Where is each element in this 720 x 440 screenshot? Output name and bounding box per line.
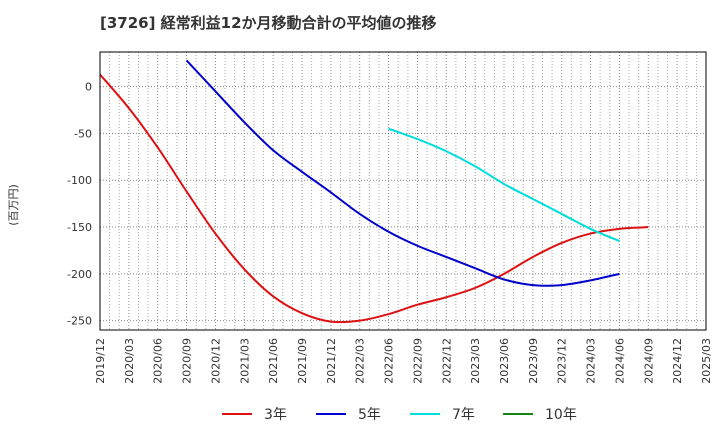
x-tick-label: 2022/06 <box>383 338 396 384</box>
x-tick-label: 2024/09 <box>642 338 655 384</box>
series-lines <box>99 59 649 324</box>
x-tick-label: 2020/12 <box>209 338 222 384</box>
grid <box>99 52 707 330</box>
y-tick-label: -150 <box>67 221 92 234</box>
x-tick-label: 2023/09 <box>527 338 540 384</box>
y-axis-label: (百万円) <box>7 184 20 226</box>
x-tick-label: 2020/03 <box>123 338 136 384</box>
y-tick-label: -250 <box>67 315 92 328</box>
legend-label: 5年 <box>358 407 381 423</box>
y-tick-label: 0 <box>85 81 92 94</box>
x-tick-label: 2021/03 <box>238 338 251 384</box>
plot-frame <box>99 51 707 331</box>
x-tick-label: 2021/09 <box>296 338 309 384</box>
legend-label: 3年 <box>264 407 287 423</box>
series-line-7年 <box>388 127 620 242</box>
x-tick-label: 2022/09 <box>411 338 424 384</box>
x-tick-label: 2023/12 <box>556 338 569 384</box>
x-tick-label: 2022/03 <box>354 338 367 384</box>
x-tick-label: 2020/06 <box>152 338 165 384</box>
x-tick-label: 2019/12 <box>94 338 107 384</box>
chart-title: [3726] 経常利益12か月移動合計の平均値の推移 <box>100 14 437 32</box>
y-tick-label: -100 <box>67 174 92 187</box>
legend-label: 10年 <box>545 407 577 423</box>
series-line-5年 <box>185 59 620 287</box>
x-tick-label: 2024/12 <box>671 338 684 384</box>
series-line-3年 <box>99 73 649 324</box>
x-tick-label: 2024/06 <box>613 338 626 384</box>
x-tick-label: 2021/12 <box>325 338 338 384</box>
x-tick-label: 2021/06 <box>267 338 280 384</box>
x-tick-label: 2020/09 <box>181 338 194 384</box>
legend: 3年 5年 7年 10年 <box>222 407 577 423</box>
x-tick-label: 2023/03 <box>469 338 482 384</box>
x-tick-label: 2023/06 <box>498 338 511 384</box>
x-tick-label: 2024/03 <box>585 338 598 384</box>
legend-label: 7年 <box>452 407 475 423</box>
y-tick-label: -200 <box>67 268 92 281</box>
x-tick-label: 2022/12 <box>440 338 453 384</box>
x-tick-label: 2025/03 <box>700 338 713 384</box>
y-axis: 0 -50 -100 -150 -200 -250 <box>67 81 92 328</box>
y-tick-label: -50 <box>74 127 92 140</box>
x-axis: 2019/12 2020/03 2020/06 2020/09 2020/12 2021/… <box>94 338 713 384</box>
